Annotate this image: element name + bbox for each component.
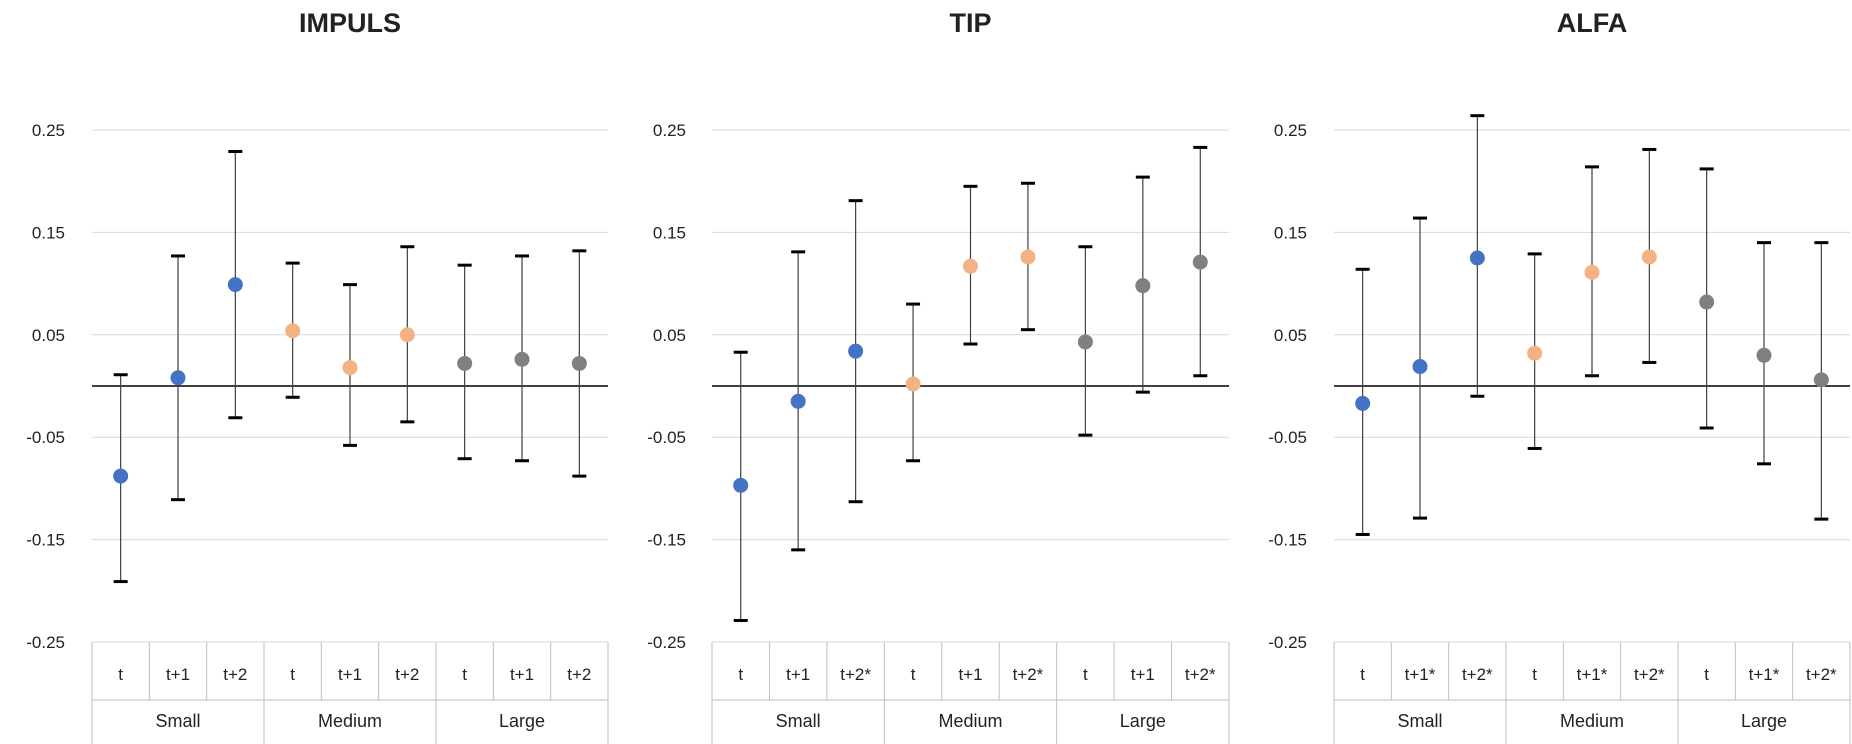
category-label: t+1: [786, 665, 810, 684]
y-tick-label: -0.25: [26, 633, 65, 652]
category-label: t: [290, 665, 295, 684]
y-tick-label: -0.25: [1268, 633, 1307, 652]
y-tick-label: 0.15: [1274, 223, 1307, 242]
group-label: Small: [776, 711, 821, 731]
data-point: [1584, 264, 1600, 280]
group-label: Large: [1741, 711, 1787, 731]
y-tick-label: -0.05: [647, 428, 686, 447]
y-tick-label: -0.25: [647, 633, 686, 652]
y-tick-label: -0.15: [647, 531, 686, 550]
category-label: t+2*: [1462, 665, 1493, 684]
data-point: [1469, 250, 1485, 266]
data-point: [1020, 249, 1036, 265]
data-point: [1641, 249, 1657, 265]
data-point: [285, 323, 301, 339]
chart-panel-impuls: IMPULS 0.25 0.15 0.05 -0.05 -0.15 -0.25 Small t t…: [26, 8, 609, 744]
data-point: [399, 327, 415, 343]
y-tick-label: -0.15: [1268, 531, 1307, 550]
group-label: Medium: [1560, 711, 1624, 731]
data-point: [227, 277, 243, 293]
data-point: [342, 360, 358, 376]
data-point: [1355, 395, 1371, 411]
category-label: t+2*: [1806, 665, 1837, 684]
y-tick-label: -0.05: [26, 428, 65, 447]
data-point: [848, 343, 864, 359]
category-label: t+1: [1131, 665, 1155, 684]
chart-title: ALFA: [1557, 8, 1628, 38]
group-label: Large: [499, 711, 545, 731]
category-label: t: [1704, 665, 1709, 684]
data-point: [1135, 278, 1151, 294]
category-label: t+2: [395, 665, 419, 684]
y-tick-label: 0.05: [653, 326, 686, 345]
chart-title: TIP: [949, 8, 991, 38]
data-point: [790, 393, 806, 409]
chart-panel-alfa: ALFA 0.25 0.15 0.05 -0.05 -0.15 -0.25 Small t t+1…: [1268, 8, 1851, 744]
category-label: t: [118, 665, 123, 684]
category-label: t+1*: [1577, 665, 1608, 684]
category-label: t+1: [510, 665, 534, 684]
category-label: t: [1532, 665, 1537, 684]
group-label: Large: [1120, 711, 1166, 731]
y-tick-label: 0.25: [32, 121, 65, 140]
data-point: [1527, 345, 1543, 361]
data-point: [905, 376, 921, 392]
data-point: [1699, 294, 1715, 310]
category-label: t: [462, 665, 467, 684]
group-label: Medium: [938, 711, 1002, 731]
chart-panel-tip: TIP 0.25 0.15 0.05 -0.05 -0.15 -0.25 Small t t+1 t…: [647, 8, 1230, 744]
y-tick-label: 0.25: [653, 121, 686, 140]
data-point: [1412, 359, 1428, 375]
y-tick-label: 0.15: [32, 223, 65, 242]
y-tick-label: 0.15: [653, 223, 686, 242]
category-label: t: [1360, 665, 1365, 684]
data-point: [170, 370, 186, 386]
data-point: [514, 351, 530, 367]
data-point: [733, 477, 749, 493]
data-point: [1813, 372, 1829, 388]
group-label: Small: [155, 711, 200, 731]
data-point: [457, 355, 473, 371]
category-label: t+2*: [840, 665, 871, 684]
data-point: [1077, 334, 1093, 350]
data-point: [571, 355, 587, 371]
y-tick-label: 0.05: [32, 326, 65, 345]
category-label: t+2*: [1634, 665, 1665, 684]
category-label: t+1: [958, 665, 982, 684]
data-point: [963, 258, 978, 274]
group-label: Small: [1397, 711, 1442, 731]
chart-title: IMPULS: [299, 8, 401, 38]
y-tick-label: -0.05: [1268, 428, 1307, 447]
category-label: t+2: [223, 665, 247, 684]
data-point: [1192, 254, 1208, 270]
category-label: t: [738, 665, 743, 684]
category-label: t+1*: [1749, 665, 1780, 684]
group-label: Medium: [318, 711, 382, 731]
category-label: t+2*: [1013, 665, 1044, 684]
category-label: t+1: [338, 665, 362, 684]
y-tick-label: 0.05: [1274, 326, 1307, 345]
category-label: t: [911, 665, 916, 684]
data-point: [1756, 347, 1772, 363]
data-point: [113, 468, 129, 484]
y-tick-label: 0.25: [1274, 121, 1307, 140]
category-label: t+1*: [1405, 665, 1436, 684]
category-label: t+2: [567, 665, 591, 684]
category-label: t+1: [166, 665, 190, 684]
category-label: t+2*: [1185, 665, 1216, 684]
category-label: t: [1083, 665, 1088, 684]
y-tick-label: -0.15: [26, 531, 65, 550]
